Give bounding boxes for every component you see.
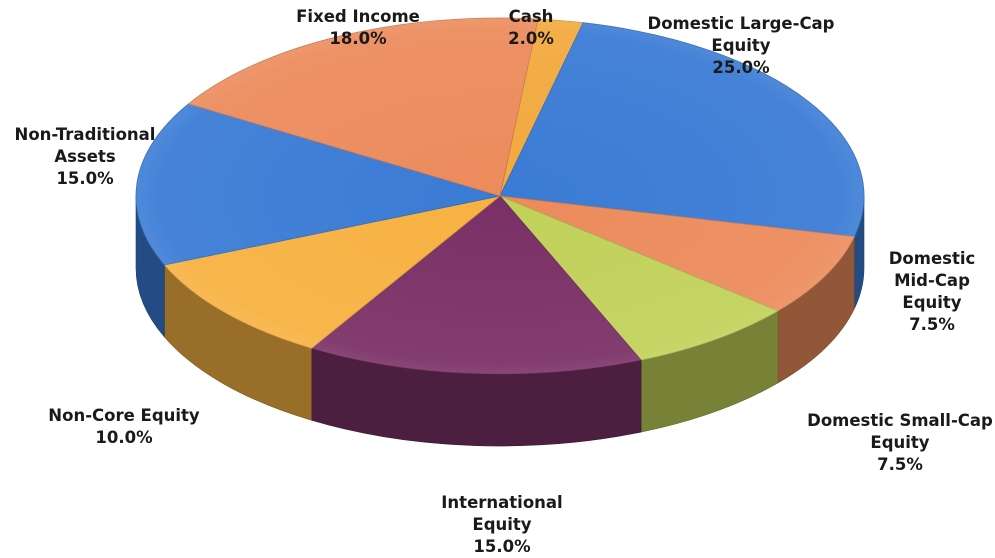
data-label-non-traditional-assets: Non-Traditional Assets 15.0% <box>15 124 156 190</box>
slice-value-label: 7.5% <box>877 455 923 474</box>
slice-label-line: Equity <box>870 433 930 452</box>
slice-value-label: 2.0% <box>508 29 554 48</box>
slice-value-label: 25.0% <box>712 58 770 77</box>
slice-value-label: 15.0% <box>56 169 114 188</box>
slice-label-line: Equity <box>472 515 532 534</box>
slice-label-line: Equity <box>902 293 962 312</box>
slice-value-label: 15.0% <box>473 537 531 556</box>
slice-label-line: Cash <box>508 7 554 26</box>
data-label-domestic-mid-cap-equity: Domestic Mid-Cap Equity 7.5% <box>889 248 976 336</box>
pie-top-faces <box>135 17 865 375</box>
slice-label-line: Equity <box>711 36 771 55</box>
slice-value-label: 18.0% <box>329 29 387 48</box>
data-label-fixed-income: Fixed Income 18.0% <box>296 6 420 50</box>
slice-label-line: International <box>441 493 563 512</box>
data-label-domestic-large-cap-equity: Domestic Large-Cap Equity 25.0% <box>648 13 835 79</box>
data-label-cash: Cash 2.0% <box>508 6 554 50</box>
slice-value-label: 7.5% <box>909 315 955 334</box>
slice-value-label: 10.0% <box>95 428 153 447</box>
slice-label-line: Domestic <box>888 249 976 268</box>
slice-label-line: Assets <box>54 147 116 166</box>
slice-label-line: Domestic Small-Cap <box>807 411 993 430</box>
pie-top-highlight <box>136 18 864 374</box>
data-label-non-core-equity: Non-Core Equity 10.0% <box>48 405 199 449</box>
slice-label-line: Mid-Cap <box>894 271 970 290</box>
slice-label-line: Fixed Income <box>296 7 420 26</box>
data-label-domestic-small-cap-equity: Domestic Small-Cap Equity 7.5% <box>807 410 993 476</box>
data-label-international-equity: International Equity 15.0% <box>441 492 562 558</box>
slice-label-line: Domestic Large-Cap <box>647 14 835 33</box>
slice-label-line: Non-Core Equity <box>48 406 200 425</box>
slice-label-line: Non-Traditional <box>14 125 156 144</box>
